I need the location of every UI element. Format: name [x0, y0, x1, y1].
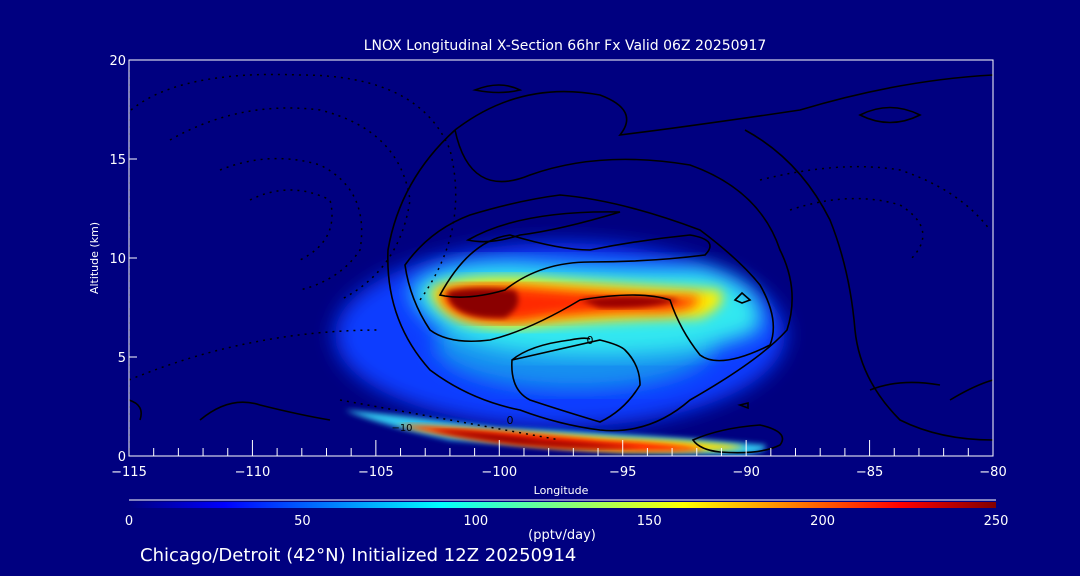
contour-dashed [129, 329, 381, 381]
x-ticks [128, 440, 994, 456]
band-level-max [430, 430, 640, 449]
contour-dashed [759, 165, 991, 231]
contour-label: 0 [507, 414, 514, 427]
colorbar-tick-label: 250 [984, 514, 1009, 529]
x-tick-label: −95 [609, 465, 636, 480]
y-tick-label: 10 [109, 252, 126, 267]
colorbar-tick-label: 200 [810, 514, 835, 529]
band-level-red [400, 425, 705, 451]
x-tick-label: −115 [111, 465, 147, 480]
x-axis-label: Longitude [534, 484, 589, 497]
x-tick-label: −90 [732, 465, 759, 480]
colorbar-tick-label: 150 [637, 514, 662, 529]
colorbar [129, 502, 996, 508]
contour-solid [129, 399, 142, 421]
contour-solid [744, 129, 993, 441]
contour-solid [454, 74, 993, 137]
x-tick-labels: −115 −110 −105 −100 −95 −90 −85 −80 [111, 465, 1007, 480]
y-tick-label: 5 [118, 351, 126, 366]
y-tick-label: 15 [109, 153, 126, 168]
contour-small [858, 106, 922, 124]
contour-small [733, 291, 752, 304]
contour-solid [404, 194, 775, 362]
colorbar-tick-label: 0 [125, 514, 133, 529]
contour-dashed [169, 107, 411, 301]
contour-solid [691, 424, 784, 454]
contour-dashed [130, 73, 457, 301]
contour-solid [465, 211, 621, 243]
contour-solid [199, 401, 331, 421]
footer-caption: Chicago/Detroit (42°N) Initialized 12Z 2… [140, 545, 576, 566]
y-ticks [129, 59, 137, 457]
contour-solid [387, 129, 793, 432]
contour-dashed [249, 189, 333, 261]
contour-label: 0 [587, 334, 594, 347]
y-tick-label: 20 [109, 54, 126, 69]
colorbar-units: (pptv/day) [528, 528, 596, 543]
contour-dashed-lines [129, 70, 991, 456]
field-level-max-east [580, 296, 680, 309]
colorbar-tick-labels: 0 50 100 150 200 250 [125, 514, 1009, 529]
contour-solid [869, 381, 941, 391]
x-tick-label: −80 [979, 465, 1006, 480]
y-axis-label: Altitude (km) [88, 222, 101, 294]
contour-dashed [339, 399, 561, 441]
chart-title: LNOX Longitudinal X-Section 66hr Fx Vali… [364, 38, 767, 54]
y-tick-label: 0 [118, 450, 126, 465]
contour-label: −10 [391, 423, 412, 434]
contour-solid [949, 379, 993, 401]
x-tick-label: −110 [235, 465, 271, 480]
x-tick-label: −100 [481, 465, 517, 480]
contour-solid [472, 84, 523, 94]
contour-zero [511, 337, 641, 423]
contour-labels: 0 0 −10 [391, 334, 593, 434]
contour-small [737, 401, 749, 410]
y-tick-labels: 0 5 10 15 20 [109, 54, 126, 465]
contour-dashed [789, 197, 924, 261]
colorbar-tick-label: 50 [294, 514, 311, 529]
x-tick-label: −85 [856, 465, 883, 480]
contour-dashed [219, 157, 363, 291]
contour-lines [129, 74, 993, 454]
x-tick-label: −105 [358, 465, 394, 480]
contour-solid [438, 234, 711, 298]
colorbar-tick-label: 100 [463, 514, 488, 529]
field-level-max-west [447, 288, 519, 319]
